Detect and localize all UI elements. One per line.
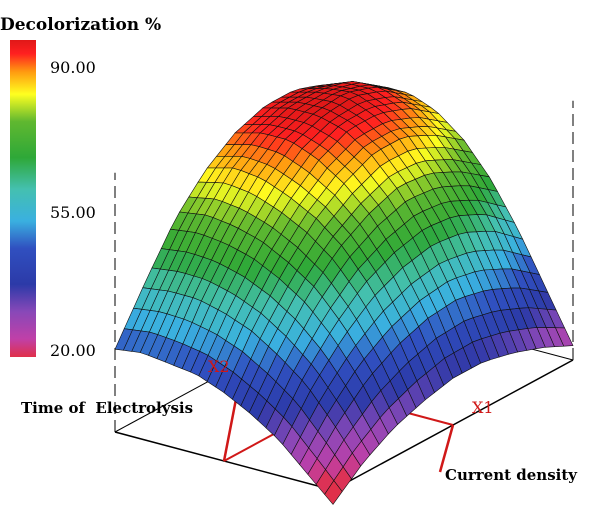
x-axis-label: Current density (445, 466, 578, 484)
x1-center-line (438, 424, 455, 473)
colorbar (10, 40, 36, 357)
response-surface (114, 81, 574, 505)
y-axis-label: Time of Electrolysis (21, 399, 193, 417)
chart-title: Decolorization % (0, 15, 161, 35)
surface-patch (324, 480, 343, 505)
x2-label: X2 (208, 357, 230, 376)
x1-label: X1 (472, 398, 494, 417)
colorbar-tick-label: 90.00 (50, 58, 96, 77)
colorbar-tick-label: 55.00 (50, 203, 96, 222)
x2-center-line (222, 393, 239, 462)
colorbar-tick-label: 20.00 (50, 341, 96, 360)
